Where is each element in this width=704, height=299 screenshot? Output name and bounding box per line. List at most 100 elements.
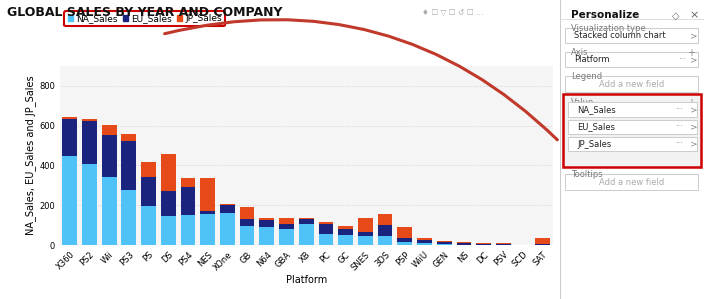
Bar xyxy=(476,244,491,245)
Bar xyxy=(339,229,353,235)
Bar xyxy=(496,243,510,244)
Bar xyxy=(239,219,255,226)
FancyBboxPatch shape xyxy=(568,102,697,117)
Bar xyxy=(259,220,274,227)
Bar xyxy=(476,243,491,244)
Bar xyxy=(358,218,373,232)
Text: ◇: ◇ xyxy=(672,10,680,20)
Text: JP_Sales: JP_Sales xyxy=(577,140,611,149)
Bar xyxy=(279,229,294,245)
Bar xyxy=(298,224,313,245)
Bar xyxy=(161,216,175,245)
Bar xyxy=(101,125,117,135)
Bar xyxy=(259,227,274,245)
Bar xyxy=(161,154,175,190)
Text: >: > xyxy=(690,105,698,114)
Bar xyxy=(180,179,195,187)
Bar xyxy=(180,216,195,245)
Text: >: > xyxy=(690,55,698,64)
Bar xyxy=(279,224,294,229)
Bar xyxy=(535,244,551,245)
Text: ···: ··· xyxy=(678,55,686,64)
Bar xyxy=(417,240,432,243)
Bar xyxy=(456,243,472,245)
Bar xyxy=(220,213,235,245)
Bar xyxy=(378,214,393,225)
Bar xyxy=(200,179,215,211)
Text: Personalize: Personalize xyxy=(571,10,639,20)
Bar xyxy=(318,222,334,225)
Legend: NA_Sales, EU_Sales, JP_Sales: NA_Sales, EU_Sales, JP_Sales xyxy=(64,11,225,26)
FancyBboxPatch shape xyxy=(565,174,698,190)
Bar xyxy=(200,211,215,214)
Text: NA_Sales: NA_Sales xyxy=(577,105,616,114)
FancyBboxPatch shape xyxy=(568,137,697,151)
Bar xyxy=(239,226,255,245)
Bar xyxy=(358,232,373,236)
Bar xyxy=(496,244,510,245)
Text: ···: ··· xyxy=(675,140,683,149)
FancyBboxPatch shape xyxy=(565,52,698,67)
Bar xyxy=(279,219,294,224)
Bar xyxy=(436,241,452,242)
Bar xyxy=(141,177,156,206)
Text: Platform: Platform xyxy=(574,55,610,64)
Bar xyxy=(141,206,156,245)
Bar xyxy=(339,235,353,245)
FancyBboxPatch shape xyxy=(565,28,698,43)
Bar xyxy=(562,94,701,167)
Bar xyxy=(378,236,393,245)
Bar xyxy=(101,177,117,245)
Text: >: > xyxy=(690,140,698,149)
Bar xyxy=(82,120,96,164)
Text: ···: ··· xyxy=(675,122,683,131)
Text: Add a new field: Add a new field xyxy=(599,80,665,89)
FancyBboxPatch shape xyxy=(565,76,698,92)
Bar xyxy=(122,134,136,141)
Text: >: > xyxy=(690,31,698,40)
X-axis label: Platform: Platform xyxy=(286,275,327,285)
Text: EU_Sales: EU_Sales xyxy=(577,122,615,131)
Text: Legend: Legend xyxy=(571,72,603,81)
Bar xyxy=(122,190,136,245)
Text: Value: Value xyxy=(571,98,594,107)
Bar xyxy=(397,242,413,245)
Text: Tooltips: Tooltips xyxy=(571,170,603,179)
Text: >: > xyxy=(690,122,698,131)
Bar xyxy=(358,236,373,245)
Text: Axis: Axis xyxy=(571,48,589,57)
Bar xyxy=(397,238,413,242)
Text: +: + xyxy=(686,98,695,108)
Bar xyxy=(535,238,551,244)
Bar xyxy=(298,219,313,224)
Bar xyxy=(339,226,353,229)
Bar xyxy=(180,187,195,216)
Text: Add a new field: Add a new field xyxy=(599,178,665,187)
Bar xyxy=(101,135,117,177)
Bar xyxy=(220,205,235,213)
Bar xyxy=(456,242,472,243)
Text: +: + xyxy=(686,48,695,58)
Text: Visualization type: Visualization type xyxy=(571,24,646,33)
Text: ♦ ☐ ▽ ☐ ↺ ☐ …: ♦ ☐ ▽ ☐ ↺ ☐ … xyxy=(422,9,484,18)
Bar xyxy=(436,242,452,244)
Bar xyxy=(436,244,452,245)
Text: GLOBAL SALES BY YEAR AND COMPANY: GLOBAL SALES BY YEAR AND COMPANY xyxy=(7,6,282,19)
Y-axis label: NA_Sales, EU_Sales and JP_Sales: NA_Sales, EU_Sales and JP_Sales xyxy=(25,76,37,235)
Text: ×: × xyxy=(690,10,699,20)
Bar xyxy=(259,218,274,220)
Bar xyxy=(220,204,235,205)
Bar xyxy=(417,243,432,245)
Bar xyxy=(239,207,255,219)
Bar xyxy=(82,164,96,245)
Bar xyxy=(318,225,334,234)
Text: Stacked column chart: Stacked column chart xyxy=(574,31,666,40)
Text: ···: ··· xyxy=(675,105,683,114)
Bar xyxy=(63,156,77,245)
Bar xyxy=(82,119,96,120)
Bar xyxy=(63,117,77,119)
Bar xyxy=(161,190,175,216)
Bar xyxy=(378,225,393,236)
FancyBboxPatch shape xyxy=(568,120,697,134)
Bar xyxy=(397,228,413,238)
